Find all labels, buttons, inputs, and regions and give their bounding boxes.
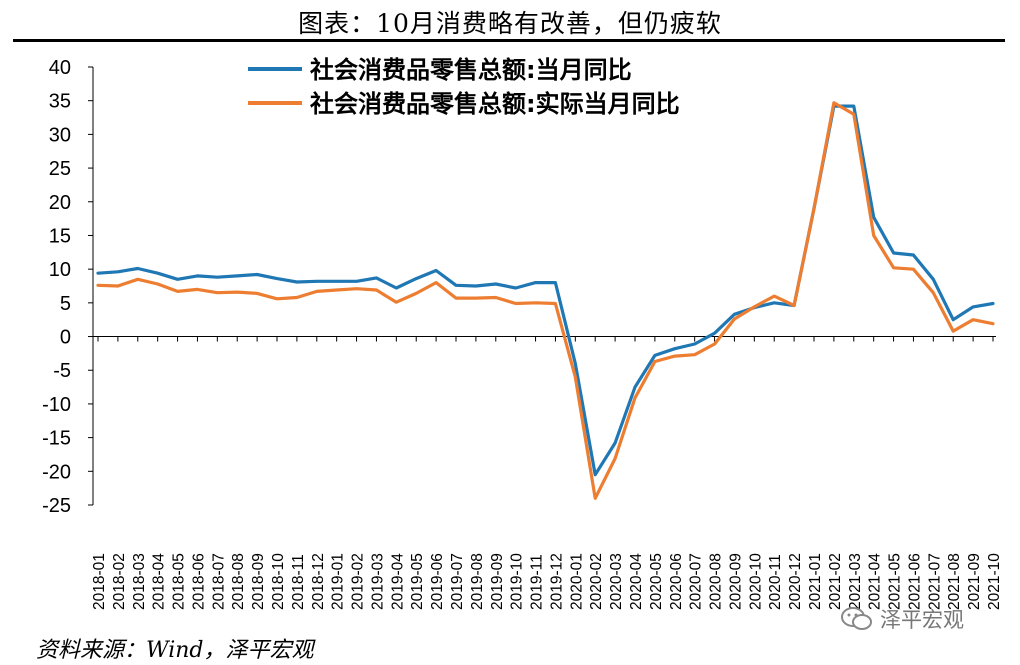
x-tick-label: 2020-06 <box>668 553 685 610</box>
x-tick-label: 2020-05 <box>648 553 665 610</box>
y-tick-label: 10 <box>49 259 71 281</box>
x-tick-label: 2019-10 <box>509 553 526 610</box>
x-tick-label: 2021-06 <box>906 553 923 610</box>
series-line-nominal <box>96 104 995 477</box>
x-tick-label: 2019-03 <box>369 553 386 610</box>
x-tick-label: 2019-12 <box>548 553 565 610</box>
x-tick-label: 2020-04 <box>628 553 645 610</box>
x-tick-label: 2021-10 <box>986 553 1003 610</box>
x-tick-label: 2021-02 <box>827 553 844 610</box>
x-tick-label: 2021-07 <box>926 553 943 610</box>
x-tick-label: 2021-04 <box>867 553 884 610</box>
y-tick-label: 25 <box>49 158 71 180</box>
x-tick-label: 2018-11 <box>290 554 307 610</box>
x-tick-label: 2020-07 <box>688 553 705 610</box>
x-tick-label: 2018-03 <box>131 553 148 610</box>
y-tick-label: 5 <box>60 293 71 315</box>
y-tick-label: -15 <box>42 428 71 450</box>
legend-label-nominal: 社会消费品零售总额:当月同比 <box>310 56 632 84</box>
watermark: 泽平宏观 <box>840 604 964 634</box>
x-tick-label: 2019-09 <box>489 553 506 610</box>
x-tick-label: 2018-10 <box>270 553 287 610</box>
x-tick-label: 2019-04 <box>389 553 406 610</box>
series-line-real <box>96 101 995 500</box>
x-tick-label: 2020-01 <box>568 553 585 610</box>
y-tick-label: 30 <box>49 124 71 146</box>
x-tick-label: 2021-09 <box>966 553 983 610</box>
source-note: 资料来源：Wind，泽平宏观 <box>36 638 314 663</box>
x-tick-label: 2018-02 <box>111 553 128 610</box>
x-tick-label: 2019-01 <box>330 553 347 610</box>
x-tick-label: 2020-10 <box>747 553 764 610</box>
x-tick-label: 2020-08 <box>708 553 725 610</box>
x-tick-label: 2020-02 <box>588 553 605 610</box>
x-tick-label: 2020-11 <box>767 554 784 610</box>
y-tick-label: 40 <box>49 57 71 79</box>
y-tick-label: 0 <box>60 327 71 349</box>
y-tick-label: 20 <box>49 192 71 214</box>
x-tick-label: 2019-07 <box>449 553 466 610</box>
x-tick-label: 2021-03 <box>847 553 864 610</box>
y-tick-label: -5 <box>53 360 71 382</box>
x-tick-label: 2019-06 <box>429 553 446 610</box>
x-tick-label: 2018-08 <box>230 553 247 610</box>
x-tick-label: 2019-02 <box>350 553 367 610</box>
x-tick-label: 2021-05 <box>887 553 904 610</box>
x-tick-label: 2019-05 <box>409 553 426 610</box>
x-tick-label: 2018-04 <box>151 553 168 610</box>
x-tick-label: 2018-07 <box>210 553 227 610</box>
x-tick-label: 2018-05 <box>171 553 188 610</box>
y-tick-label: -10 <box>42 394 71 416</box>
x-tick-label: 2021-08 <box>946 553 963 610</box>
x-tick-label: 2020-12 <box>787 553 804 610</box>
x-tick-label: 2018-01 <box>91 553 108 610</box>
x-tick-label: 2019-11 <box>529 554 546 610</box>
legend-label-real: 社会消费品零售总额:实际当月同比 <box>310 90 680 118</box>
x-tick-label: 2021-01 <box>807 553 824 610</box>
chart-title: 图表：10月消费略有改善，但仍疲软 <box>298 9 722 38</box>
title-rule <box>13 39 1005 42</box>
y-tick-label: -25 <box>42 495 71 517</box>
y-tick-label: 15 <box>49 225 71 247</box>
x-tick-label: 2020-09 <box>727 553 744 610</box>
x-tick-label: 2018-06 <box>190 553 207 610</box>
x-tick-label: 2018-09 <box>250 553 267 610</box>
y-tick-label: -20 <box>42 461 71 483</box>
wechat-icon <box>841 607 872 630</box>
x-tick-label: 2019-08 <box>469 553 486 610</box>
x-tick-label: 2018-12 <box>310 553 327 610</box>
x-tick-label: 2020-03 <box>608 553 625 610</box>
watermark-text: 泽平宏观 <box>880 608 964 632</box>
y-tick-label: 35 <box>49 91 71 113</box>
